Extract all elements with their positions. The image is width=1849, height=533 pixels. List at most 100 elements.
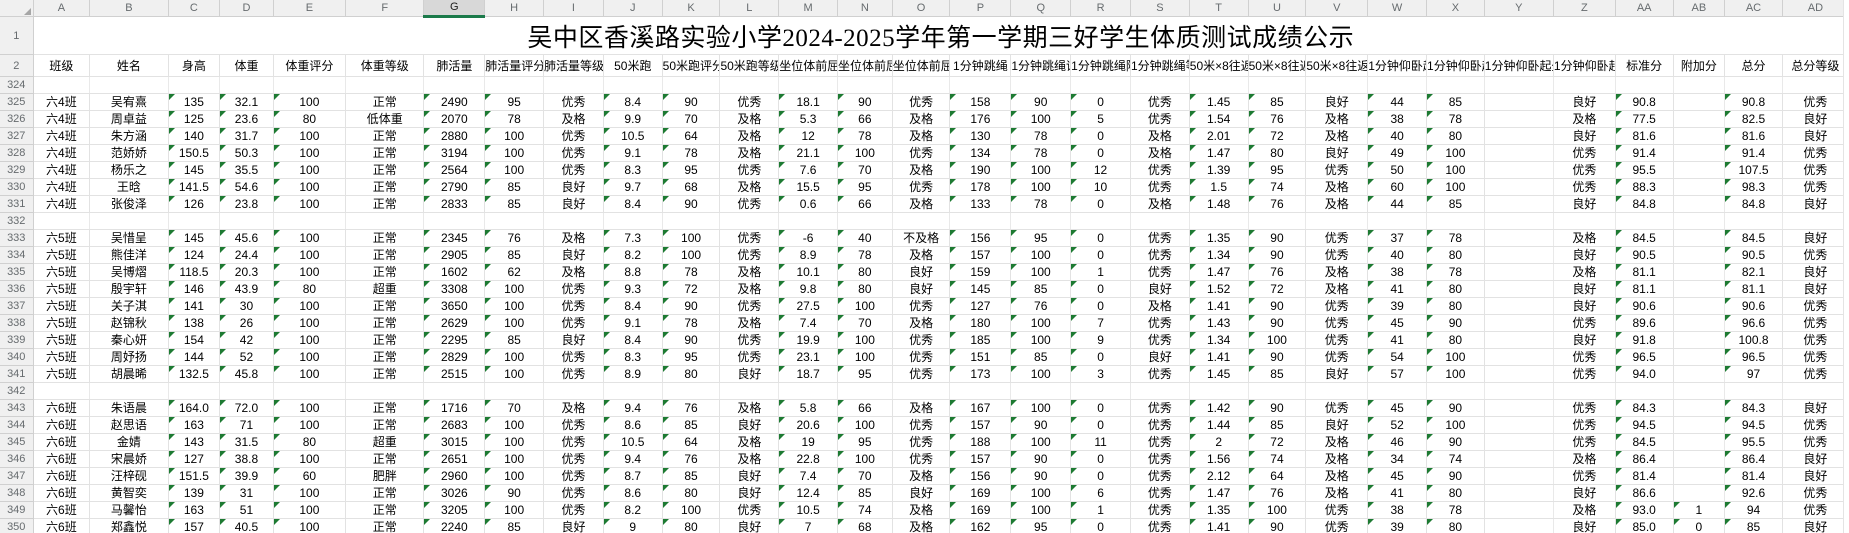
table-cell[interactable]: 3205 — [423, 501, 486, 519]
table-cell[interactable]: 及格 — [1305, 178, 1369, 196]
table-cell[interactable]: 1.35 — [1189, 501, 1249, 519]
table-row-empty[interactable]: 324 — [0, 76, 1849, 94]
table-cell[interactable]: 90.6 — [1724, 297, 1783, 315]
table-cell[interactable]: 优秀 — [1782, 501, 1849, 519]
table-cell[interactable]: 78 — [1426, 110, 1485, 128]
table-column-header[interactable]: 50米×8往返跑评分 — [1248, 54, 1307, 77]
table-cell[interactable]: 157 — [949, 416, 1012, 434]
table-cell[interactable]: 优秀 — [1553, 399, 1616, 417]
table-cell[interactable]: 优秀 — [1782, 161, 1849, 179]
table-cell[interactable]: 优秀 — [1782, 178, 1849, 196]
table-cell[interactable]: 85 — [1248, 93, 1307, 111]
table-cell[interactable]: 100 — [1248, 331, 1307, 349]
table-cell[interactable]: 141.5 — [168, 178, 221, 196]
table-cell[interactable]: 31.7 — [219, 127, 274, 145]
table-cell-empty[interactable] — [1248, 382, 1307, 400]
table-cell[interactable]: 六6班 — [33, 450, 91, 468]
table-cell[interactable]: 优秀 — [1782, 246, 1849, 264]
table-cell[interactable]: 80 — [662, 365, 721, 383]
table-cell[interactable] — [1673, 280, 1726, 298]
table-cell[interactable]: 31 — [219, 484, 274, 502]
table-cell[interactable]: 100 — [837, 348, 893, 366]
table-cell[interactable]: 2070 — [423, 110, 486, 128]
table-cell[interactable]: 49 — [1367, 144, 1428, 162]
table-cell[interactable]: 及格 — [892, 127, 951, 145]
table-cell[interactable] — [1484, 467, 1554, 485]
table-cell[interactable]: 100 — [1426, 365, 1485, 383]
table-cell[interactable]: 66 — [837, 195, 893, 213]
table-cell[interactable]: 优秀 — [543, 484, 604, 502]
table-cell[interactable] — [1673, 331, 1726, 349]
table-cell[interactable]: 0 — [1070, 246, 1131, 264]
table-cell-empty[interactable] — [1070, 76, 1131, 94]
table-cell-empty[interactable] — [778, 76, 839, 94]
table-cell[interactable]: 132.5 — [168, 365, 221, 383]
table-cell[interactable]: 38 — [1367, 263, 1428, 281]
table-cell[interactable]: 优秀 — [543, 280, 604, 298]
table-cell[interactable] — [1673, 433, 1726, 451]
table-cell[interactable]: 及格 — [892, 467, 951, 485]
table-cell-empty[interactable] — [1367, 382, 1428, 400]
row-header-346[interactable]: 346 — [0, 450, 34, 468]
table-cell[interactable]: 2 — [1189, 433, 1249, 451]
table-row[interactable]: 334 六5班 熊佳洋 124 24.4 100 正常 2905 85 良好 8.2 100 优秀 8.9… — [0, 246, 1849, 264]
table-cell-empty[interactable] — [837, 76, 893, 94]
table-cell[interactable]: 100 — [273, 127, 347, 145]
column-header-w[interactable]: W — [1367, 0, 1428, 17]
table-cell[interactable]: 85 — [1010, 280, 1072, 298]
table-cell[interactable]: 140 — [168, 127, 221, 145]
table-cell[interactable]: 1.34 — [1189, 246, 1249, 264]
table-cell[interactable]: 167 — [949, 399, 1012, 417]
table-cell-empty[interactable] — [778, 212, 839, 230]
table-cell[interactable]: 90 — [1426, 314, 1485, 332]
table-cell[interactable]: 80 — [1248, 144, 1307, 162]
table-cell[interactable]: 151.5 — [168, 467, 221, 485]
table-cell[interactable]: 正常 — [345, 127, 425, 145]
table-column-header[interactable]: 肺活量等级 — [543, 54, 604, 77]
table-cell[interactable]: 及格 — [1130, 144, 1190, 162]
table-cell[interactable]: 六5班 — [33, 331, 91, 349]
table-cell[interactable]: 23.8 — [219, 195, 274, 213]
table-cell[interactable]: 100 — [484, 416, 545, 434]
table-cell[interactable]: 优秀 — [1782, 314, 1849, 332]
table-cell[interactable]: 2515 — [423, 365, 486, 383]
table-cell[interactable]: 优秀 — [1305, 246, 1369, 264]
table-cell[interactable]: 94.5 — [1724, 416, 1783, 434]
table-cell[interactable]: 54 — [1367, 348, 1428, 366]
table-cell[interactable]: 32.1 — [219, 93, 274, 111]
table-cell[interactable]: 1.54 — [1189, 110, 1249, 128]
table-cell[interactable]: 100 — [484, 348, 545, 366]
table-cell-empty[interactable] — [1553, 76, 1616, 94]
table-cell[interactable]: 85 — [1010, 348, 1072, 366]
table-cell[interactable]: 金婧 — [89, 433, 169, 451]
table-cell[interactable]: 135 — [168, 93, 221, 111]
table-cell[interactable]: 85 — [484, 195, 545, 213]
table-cell[interactable]: 优秀 — [1782, 144, 1849, 162]
column-header-i[interactable]: I — [543, 0, 604, 17]
table-cell[interactable]: 90 — [1426, 433, 1485, 451]
table-cell[interactable]: 74 — [1426, 450, 1485, 468]
table-column-header[interactable]: 50米跑等级 — [719, 54, 780, 77]
column-header-p[interactable]: P — [949, 0, 1012, 17]
table-cell[interactable]: 15.5 — [778, 178, 839, 196]
table-row[interactable]: 339 六5班 秦心妍 154 42 100 正常 2295 85 良好 8.4 90 优秀 19.9 10… — [0, 331, 1849, 349]
table-cell[interactable]: 3015 — [423, 433, 486, 451]
table-cell[interactable]: 8.4 — [603, 331, 663, 349]
table-cell[interactable]: 5.3 — [778, 110, 839, 128]
table-cell[interactable]: 78 — [1426, 263, 1485, 281]
table-cell[interactable]: 18.1 — [778, 93, 839, 111]
table-row[interactable]: 328 六4班 范娇娇 150.5 50.3 100 正常 3194 100 优秀 9.1 78 及格 2… — [0, 144, 1849, 162]
table-cell[interactable]: 100 — [273, 450, 347, 468]
table-cell-empty[interactable] — [892, 76, 951, 94]
table-cell[interactable]: 优秀 — [543, 450, 604, 468]
table-cell-empty[interactable] — [1070, 212, 1131, 230]
table-cell[interactable]: 7 — [778, 518, 839, 533]
table-cell[interactable]: 超重 — [345, 280, 425, 298]
table-cell[interactable]: 正常 — [345, 365, 425, 383]
table-cell[interactable]: 100 — [273, 195, 347, 213]
table-cell[interactable]: 86.4 — [1615, 450, 1674, 468]
table-cell[interactable]: 164.0 — [168, 399, 221, 417]
column-header-a[interactable]: A — [33, 0, 91, 17]
table-cell[interactable]: 80 — [1426, 484, 1485, 502]
row-header-330[interactable]: 330 — [0, 178, 34, 196]
